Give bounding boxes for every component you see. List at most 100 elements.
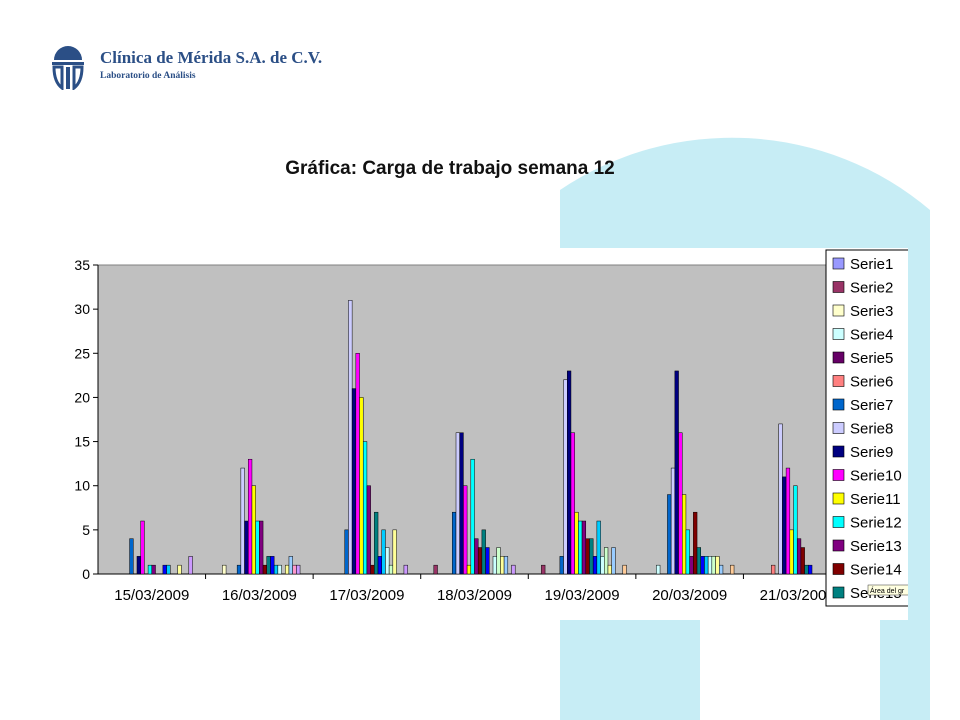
bar bbox=[711, 556, 716, 575]
bar bbox=[162, 564, 167, 575]
bar bbox=[348, 300, 353, 575]
legend-swatch bbox=[832, 304, 845, 317]
y-tick-label: 0 bbox=[82, 566, 90, 582]
bar bbox=[611, 547, 616, 575]
bar bbox=[581, 520, 587, 575]
legend-label: Serie14 bbox=[850, 562, 902, 579]
legend-swatch bbox=[832, 375, 845, 387]
bar bbox=[681, 494, 687, 575]
bar bbox=[262, 564, 268, 575]
legend-label: Serie13 bbox=[850, 538, 902, 555]
bar bbox=[351, 388, 357, 575]
bar bbox=[700, 556, 705, 575]
bar bbox=[485, 547, 490, 575]
bar bbox=[266, 556, 271, 575]
bar bbox=[177, 564, 182, 575]
bar bbox=[452, 511, 457, 575]
bar bbox=[433, 564, 438, 575]
bar bbox=[296, 564, 301, 575]
bar bbox=[789, 529, 794, 575]
bar bbox=[136, 556, 141, 575]
bar bbox=[578, 520, 583, 575]
x-tick-label: 19/03/2009 bbox=[545, 587, 620, 604]
bar bbox=[808, 564, 813, 575]
bar bbox=[385, 547, 390, 575]
chart-title: Gráfica: Carga de trabajo semana 12 bbox=[285, 158, 615, 179]
bar bbox=[585, 538, 590, 575]
legend-label: Serie12 bbox=[850, 515, 902, 532]
bar bbox=[704, 556, 709, 575]
x-tick-label: 17/03/2009 bbox=[329, 587, 404, 604]
bar bbox=[600, 556, 605, 575]
bar bbox=[259, 520, 264, 575]
bar bbox=[459, 432, 464, 575]
bar bbox=[503, 556, 509, 575]
bar bbox=[693, 511, 698, 575]
x-tick-label: 18/03/2009 bbox=[437, 587, 512, 604]
bar bbox=[570, 432, 575, 575]
bar bbox=[804, 564, 809, 575]
bar bbox=[667, 494, 672, 575]
bar bbox=[248, 458, 253, 575]
bar bbox=[477, 547, 483, 575]
bar-chart: 0 5 10 15 20 25 30 35 15/03/2009 16/03/2009 17/03/… bbox=[48, 248, 908, 620]
bar bbox=[166, 564, 171, 575]
legend-swatch bbox=[832, 539, 845, 552]
legend-swatch bbox=[832, 398, 845, 411]
bar bbox=[496, 547, 501, 575]
legend-swatch bbox=[832, 516, 845, 528]
bar bbox=[670, 467, 676, 575]
bar bbox=[147, 564, 153, 575]
legend-swatch bbox=[832, 257, 845, 270]
x-tick-label: 16/03/2009 bbox=[222, 587, 297, 604]
bar bbox=[288, 556, 293, 575]
bar bbox=[381, 529, 386, 575]
bar bbox=[796, 538, 802, 575]
bar bbox=[392, 529, 397, 575]
bar bbox=[778, 423, 783, 575]
bar bbox=[604, 547, 609, 575]
legend-label: Serie4 bbox=[850, 327, 893, 344]
bar bbox=[292, 564, 297, 575]
legend-label: Serie8 bbox=[850, 421, 893, 438]
y-tick-label: 30 bbox=[74, 301, 90, 317]
bar bbox=[370, 564, 375, 575]
x-tick-label: 20/03/2009 bbox=[652, 587, 727, 604]
legend-label: Serie10 bbox=[850, 468, 902, 485]
bar bbox=[800, 547, 805, 575]
bar bbox=[696, 547, 701, 575]
bar bbox=[366, 485, 371, 575]
bar bbox=[689, 556, 694, 575]
bar bbox=[470, 458, 475, 575]
bar bbox=[244, 520, 249, 575]
bar bbox=[793, 485, 798, 575]
bar bbox=[344, 529, 349, 575]
bar bbox=[277, 564, 282, 575]
bar bbox=[718, 564, 724, 575]
bar bbox=[236, 564, 242, 575]
legend-label: Serie6 bbox=[850, 374, 893, 391]
legend-swatch bbox=[832, 281, 845, 293]
bar bbox=[607, 564, 612, 575]
bar bbox=[622, 564, 627, 575]
bar bbox=[362, 441, 368, 575]
bar bbox=[273, 564, 279, 575]
bar bbox=[730, 564, 735, 575]
legend-swatch bbox=[832, 563, 845, 575]
bar bbox=[474, 538, 479, 575]
bar bbox=[782, 476, 787, 575]
legend-swatch bbox=[832, 586, 845, 599]
y-tick-label: 10 bbox=[74, 478, 90, 494]
legend-label: Serie11 bbox=[850, 491, 901, 508]
legend-swatch bbox=[832, 445, 845, 458]
bar bbox=[188, 556, 193, 575]
bar bbox=[251, 485, 256, 575]
x-tick-label: 15/03/2009 bbox=[114, 587, 189, 604]
bar bbox=[463, 485, 468, 575]
legend-swatch bbox=[832, 492, 845, 505]
clinic-logo-icon bbox=[52, 46, 84, 90]
bar bbox=[403, 564, 408, 575]
legend-entries: Serie1 Serie2 Serie3 Serie4 Serie5 Serie6 Seri… bbox=[832, 256, 902, 602]
brand-name: Clínica de Mérida S.A. de C.V. bbox=[100, 48, 323, 67]
bar bbox=[589, 538, 594, 575]
